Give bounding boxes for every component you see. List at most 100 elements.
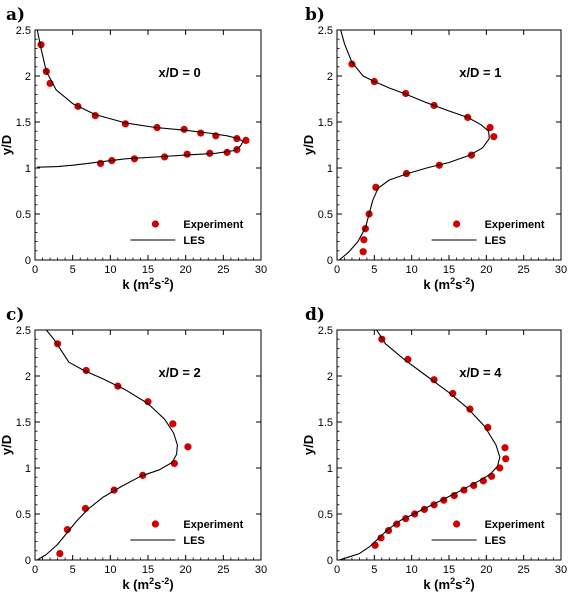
experiment-point: [223, 148, 231, 156]
x-tick-label: 5: [371, 264, 377, 276]
legend-experiment-marker: [453, 520, 461, 528]
y-tick-label: 0: [25, 555, 31, 567]
x-tick-label: 30: [255, 564, 267, 576]
x-axis-title-end: ): [470, 277, 474, 292]
x-tick-label: 5: [70, 564, 76, 576]
y-axis-title: y/D: [0, 135, 14, 155]
x-tick-label: 25: [217, 564, 229, 576]
x-axis-title-sup: 2: [450, 276, 455, 286]
x-tick-label: 15: [142, 564, 154, 576]
x-tick-label: 5: [371, 564, 377, 576]
station-annotation: x/D = 2: [158, 365, 200, 380]
x-axis-title-end: ): [169, 577, 173, 592]
panel-letter: a): [6, 5, 25, 25]
experiment-point: [184, 443, 192, 451]
legend-les-label: LES: [485, 235, 506, 247]
y-tick-label: 1.5: [16, 117, 31, 129]
les-line: [36, 30, 244, 168]
y-tick-label: 1: [327, 163, 333, 175]
x-tick-label: 15: [443, 564, 455, 576]
y-tick-label: 0.5: [16, 209, 31, 221]
experiment-point: [372, 183, 380, 191]
experiment-point: [180, 125, 188, 133]
panel-letter: b): [305, 5, 325, 25]
experiment-point: [96, 159, 105, 167]
experiment-point: [63, 526, 71, 534]
experiment-point: [37, 41, 45, 49]
x-tick-label: 10: [104, 564, 116, 576]
x-tick-label: 20: [480, 564, 492, 576]
x-tick-label: 10: [104, 264, 116, 276]
experiment-point: [490, 133, 498, 141]
x-axis-title-mid: s: [154, 577, 161, 592]
x-tick-label: 20: [180, 564, 192, 576]
legend-les-label: LES: [183, 235, 204, 247]
x-axis-title-mid: s: [455, 577, 462, 592]
les-line: [338, 30, 490, 260]
y-tick-label: 1.5: [318, 417, 333, 429]
x-tick-label: 25: [518, 564, 530, 576]
experiment-point: [384, 526, 393, 535]
experiment-point: [449, 389, 457, 398]
experiment-point: [466, 405, 474, 413]
x-tick-label: 30: [255, 264, 267, 276]
experiment-point: [371, 541, 379, 549]
data-layer: [339, 330, 510, 560]
legend-experiment-marker: [453, 220, 461, 228]
x-axis-title-base: k (m: [423, 277, 450, 292]
x-tick-label: 25: [217, 264, 229, 276]
x-axis-title-sup2: -2: [161, 576, 169, 586]
panel-letter: d): [305, 305, 325, 325]
y-axis-title: y/D: [301, 435, 316, 455]
experiment-point: [486, 123, 494, 132]
data-layer: [37, 330, 192, 560]
y-tick-label: 0: [327, 555, 333, 567]
y-tick-label: 1: [25, 463, 31, 475]
experiment-point: [242, 136, 250, 144]
station-annotation: x/D = 4: [459, 365, 502, 380]
x-tick-label: 20: [180, 264, 192, 276]
x-tick-label: 25: [518, 264, 530, 276]
legend-experiment-marker: [151, 520, 159, 528]
x-axis-title-mid: s: [455, 277, 462, 292]
y-tick-label: 0: [327, 255, 333, 267]
x-tick-label: 10: [406, 564, 418, 576]
y-tick-label: 0.5: [318, 209, 333, 221]
x-tick-label: 0: [32, 564, 38, 576]
x-axis-title-base: k (m: [122, 277, 149, 292]
y-tick-label: 2.5: [318, 25, 333, 37]
station-annotation: x/D = 1: [459, 65, 501, 80]
x-axis-title-sup: 2: [450, 576, 455, 586]
experiment-point: [450, 492, 458, 500]
x-axis-title-sup: 2: [149, 276, 154, 286]
x-tick-label: 15: [142, 264, 154, 276]
y-tick-label: 0.5: [16, 509, 31, 521]
y-tick-label: 2.5: [318, 325, 333, 337]
experiment-point: [470, 481, 478, 490]
les-line: [37, 330, 178, 560]
x-axis-title: k (m2s-2): [423, 576, 474, 592]
station-annotation: x/D = 0: [158, 65, 200, 80]
x-tick-label: 20: [480, 264, 492, 276]
experiment-point: [197, 129, 205, 137]
y-tick-label: 1.5: [16, 417, 31, 429]
y-tick-label: 2.5: [16, 325, 31, 337]
x-axis-title-sup2: -2: [462, 576, 470, 586]
x-axis-title-sup: 2: [149, 576, 154, 586]
x-tick-label: 5: [70, 264, 76, 276]
x-axis-title: k (m2s-2): [423, 276, 474, 292]
experiment-point: [183, 150, 191, 158]
experiment-point: [430, 376, 438, 384]
experiment-point: [170, 459, 178, 467]
x-tick-label: 0: [334, 564, 340, 576]
experiment-point: [501, 444, 509, 452]
x-tick-label: 15: [443, 264, 455, 276]
x-axis-title: k (m2s-2): [122, 576, 173, 592]
y-tick-label: 1.5: [318, 117, 333, 129]
x-tick-label: 0: [334, 264, 340, 276]
legend-les-label: LES: [485, 535, 506, 547]
x-axis-title: k (m2s-2): [122, 276, 173, 292]
experiment-point: [169, 420, 177, 428]
